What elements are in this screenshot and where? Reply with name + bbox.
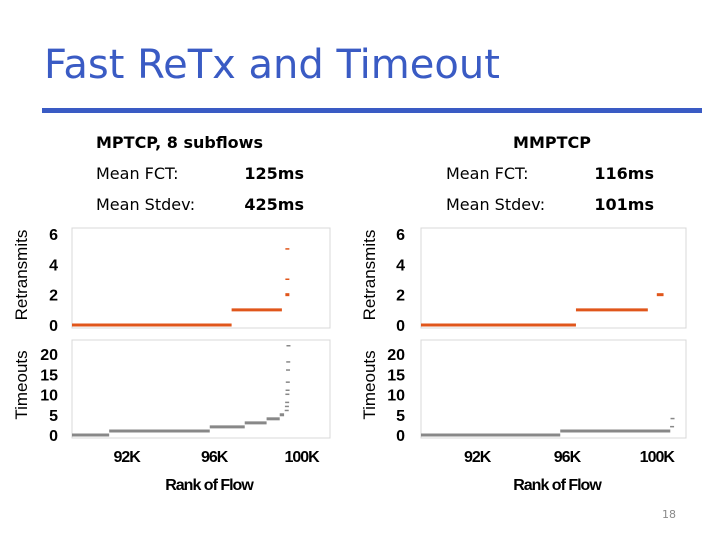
panel-3-ytick-4: 4 bbox=[396, 257, 405, 274]
panel-4-xtick-100K: 100K bbox=[640, 449, 676, 466]
panel-2-point-6 bbox=[285, 381, 290, 383]
right-info-block: MMPTCP Mean FCT: 116ms Mean Stdev: 101ms bbox=[446, 127, 658, 220]
panel-1-ylabel: Retransmits bbox=[12, 230, 31, 321]
panel-2-ytick-5: 5 bbox=[49, 408, 58, 425]
panel-2-xlabel: Rank of Flow bbox=[165, 477, 254, 494]
panel-2-point-3 bbox=[285, 401, 290, 404]
panel-2-point-7 bbox=[286, 369, 291, 371]
panel-2-point-4 bbox=[285, 393, 290, 396]
panel-3-ytick-0: 0 bbox=[396, 318, 405, 335]
panel-4-ytick-15: 15 bbox=[387, 367, 405, 384]
panel-3-ylabel: Retransmits bbox=[360, 230, 379, 321]
panel-2-point-2 bbox=[284, 405, 289, 408]
left-stdev-label: Mean Stdev: bbox=[96, 195, 196, 214]
panel-2-xtick-96K: 96K bbox=[201, 449, 229, 466]
panel-4-xlabel: Rank of Flow bbox=[513, 477, 602, 494]
left-info-header: MPTCP, 8 subflows bbox=[96, 133, 263, 152]
panel-3-frame bbox=[420, 227, 687, 329]
panel-1-point-1 bbox=[285, 293, 290, 297]
panel-4-xtick-96K: 96K bbox=[554, 449, 582, 466]
panel-1-point-2 bbox=[285, 278, 290, 280]
left-fct-row: Mean FCT: 125ms bbox=[96, 158, 304, 189]
left-stdev-row: Mean Stdev: 425ms bbox=[96, 189, 304, 220]
panel-1-frame bbox=[71, 227, 331, 329]
panel-3-ytick-2: 2 bbox=[396, 288, 405, 305]
panel-2-point-5 bbox=[285, 389, 290, 391]
panel-4-point-1 bbox=[670, 425, 675, 428]
panel-2-point-1 bbox=[284, 409, 289, 412]
right-info-header: MMPTCP bbox=[513, 133, 591, 152]
slide-number: 18 bbox=[662, 508, 676, 521]
panel-2-xtick-100K: 100K bbox=[284, 449, 320, 466]
panel-4-ytick-10: 10 bbox=[387, 388, 405, 405]
panel-2-ytick-0: 0 bbox=[49, 428, 58, 445]
panel-1-ytick-0: 0 bbox=[49, 318, 58, 335]
panel-2-xtick-92K: 92K bbox=[113, 449, 141, 466]
panel-2-frame bbox=[71, 339, 331, 439]
panel-4-frame bbox=[420, 339, 687, 439]
panel-2-ytick-10: 10 bbox=[40, 388, 58, 405]
panel-3-ytick-6: 6 bbox=[396, 227, 405, 244]
panel-1-point-3 bbox=[285, 248, 290, 250]
left-fct-label: Mean FCT: bbox=[96, 164, 179, 183]
panel-4-ytick-5: 5 bbox=[396, 408, 405, 425]
panel-2-ytick-20: 20 bbox=[40, 347, 58, 364]
right-fct-label: Mean FCT: bbox=[446, 164, 529, 183]
right-stdev-value: 101ms bbox=[594, 195, 654, 214]
panel-1-ytick-2: 2 bbox=[49, 288, 58, 305]
right-stdev-label: Mean Stdev: bbox=[446, 195, 546, 214]
panel-1-ytick-4: 4 bbox=[49, 257, 58, 274]
title-rule bbox=[42, 108, 702, 113]
right-stdev-row: Mean Stdev: 101ms bbox=[446, 189, 658, 220]
right-fct-value: 116ms bbox=[594, 164, 654, 183]
panel-4-ylabel: Timeouts bbox=[360, 350, 379, 419]
left-info-block: MPTCP, 8 subflows Mean FCT: 125ms Mean S… bbox=[96, 127, 304, 220]
slide-title: Fast ReTx and Timeout bbox=[44, 42, 500, 88]
panel-2-point-9 bbox=[286, 345, 291, 347]
panel-1-ytick-6: 6 bbox=[49, 227, 58, 244]
panel-4-xtick-92K: 92K bbox=[464, 449, 492, 466]
panel-2-point-8 bbox=[286, 361, 291, 363]
right-fct-row: Mean FCT: 116ms bbox=[446, 158, 658, 189]
left-fct-value: 125ms bbox=[244, 164, 304, 183]
panel-4-point-2 bbox=[670, 417, 675, 420]
panel-4-ytick-20: 20 bbox=[387, 347, 405, 364]
left-stdev-value: 425ms bbox=[244, 195, 304, 214]
panel-4-ytick-0: 0 bbox=[396, 428, 405, 445]
panel-2-ytick-15: 15 bbox=[40, 367, 58, 384]
panel-2-ylabel: Timeouts bbox=[12, 350, 31, 419]
